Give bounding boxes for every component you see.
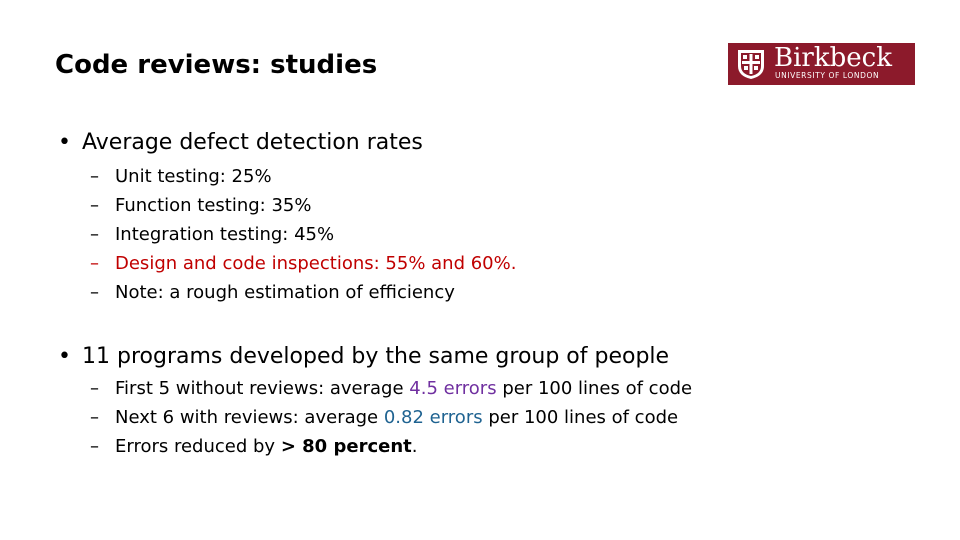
defect-rates-list: – Unit testing: 25% – Function testing: 35… xyxy=(90,162,516,307)
bullet-programs-study: • 11 programs developed by the same group… xyxy=(58,344,669,369)
list-item: – Unit testing: 25% xyxy=(90,166,272,187)
bullet-defect-rates: • Average defect detection rates xyxy=(58,130,423,155)
bullet-text: 11 programs developed by the same group … xyxy=(82,344,670,369)
birkbeck-logo: Birkbeck UNIVERSITY OF LONDON xyxy=(728,43,915,85)
list-item: – Function testing: 35% xyxy=(90,195,312,216)
list-item-highlighted: – Design and code inspections: 55% and 60… xyxy=(90,253,517,274)
bullet-dot: • xyxy=(58,344,71,369)
slide-title: Code reviews: studies xyxy=(55,50,378,80)
highlight-errors: 0.82 errors xyxy=(383,407,483,428)
crest-icon xyxy=(738,50,764,79)
logo-subtitle: UNIVERSITY OF LONDON xyxy=(775,71,880,80)
programs-study-list: – First 5 without reviews: average 4.5 er… xyxy=(90,374,692,461)
highlight-percent: > 80 percent xyxy=(280,436,412,457)
list-item: – Note: a rough estimation of efficiency xyxy=(90,282,455,303)
logo-wordmark: Birkbeck xyxy=(774,43,892,73)
list-item: – Errors reduced by > 80 percent. xyxy=(90,436,418,457)
bullet-text: Average defect detection rates xyxy=(82,130,423,155)
bullet-dot: • xyxy=(58,130,71,155)
list-item: – Integration testing: 45% xyxy=(90,224,335,245)
list-item: – First 5 without reviews: average 4.5 er… xyxy=(90,378,693,399)
list-item: – Next 6 with reviews: average 0.82 error… xyxy=(90,407,679,428)
highlight-errors: 4.5 errors xyxy=(409,378,497,399)
